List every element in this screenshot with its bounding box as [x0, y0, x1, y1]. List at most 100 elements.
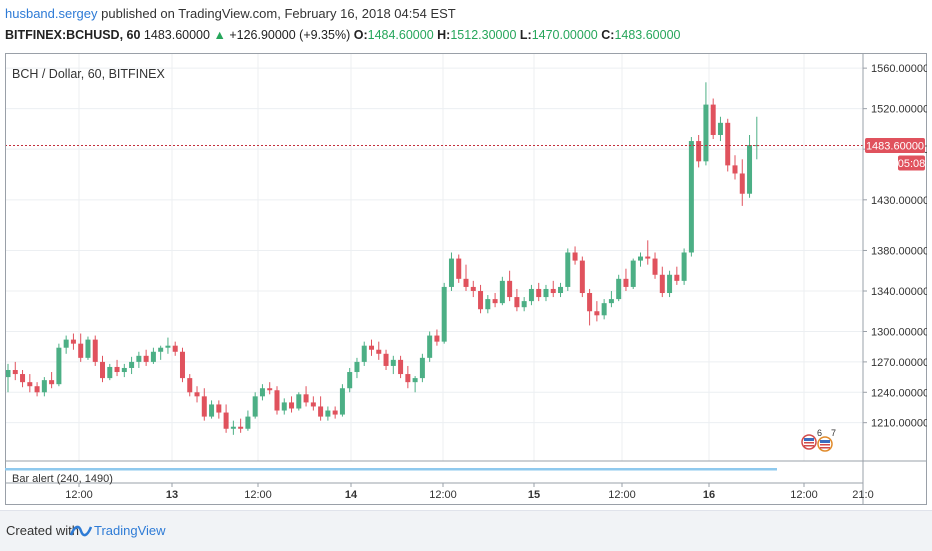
candle[interactable]: [754, 116, 760, 160]
candle[interactable]: [209, 400, 215, 419]
candle[interactable]: [230, 420, 236, 435]
candle[interactable]: [70, 333, 76, 350]
candle[interactable]: [652, 252, 658, 279]
candle[interactable]: [63, 335, 69, 354]
candlestick-chart[interactable]: 1560.000001520.000001480.000001430.00000…: [5, 53, 929, 505]
candle[interactable]: [739, 159, 745, 206]
candle[interactable]: [158, 345, 164, 360]
candle[interactable]: [492, 293, 498, 308]
candle[interactable]: [41, 377, 47, 397]
candle[interactable]: [383, 349, 389, 370]
candle[interactable]: [405, 365, 411, 389]
candle[interactable]: [681, 248, 687, 285]
candle[interactable]: [667, 270, 673, 298]
candle[interactable]: [252, 392, 258, 419]
candle[interactable]: [325, 406, 331, 421]
candle[interactable]: [194, 386, 200, 403]
candle[interactable]: [521, 297, 527, 312]
candle[interactable]: [441, 282, 447, 344]
candle[interactable]: [187, 374, 193, 397]
candle[interactable]: [645, 240, 651, 265]
candle[interactable]: [85, 336, 91, 360]
candle[interactable]: [201, 388, 207, 421]
candle[interactable]: [478, 284, 484, 314]
candle[interactable]: [398, 355, 404, 379]
tradingview-link[interactable]: TradingView: [94, 523, 166, 538]
candle[interactable]: [499, 276, 505, 306]
candle[interactable]: [339, 384, 345, 417]
candle[interactable]: [129, 356, 135, 375]
candle[interactable]: [703, 82, 709, 166]
candle[interactable]: [463, 264, 469, 291]
candle[interactable]: [456, 254, 462, 283]
candle[interactable]: [572, 246, 578, 265]
candle[interactable]: [114, 359, 120, 377]
candle[interactable]: [27, 374, 33, 393]
candle[interactable]: [543, 284, 549, 302]
candle[interactable]: [318, 396, 324, 421]
candle[interactable]: [361, 341, 367, 366]
candle[interactable]: [267, 382, 273, 395]
candle[interactable]: [485, 295, 491, 314]
candle[interactable]: [623, 268, 629, 291]
event-badge-us-2[interactable]: 7: [817, 428, 836, 452]
candle[interactable]: [470, 280, 476, 298]
candle[interactable]: [303, 386, 309, 407]
candle[interactable]: [245, 410, 251, 431]
candle[interactable]: [376, 341, 382, 360]
candle[interactable]: [528, 284, 534, 306]
candle[interactable]: [136, 351, 142, 368]
candle[interactable]: [121, 363, 127, 378]
candle[interactable]: [107, 363, 113, 381]
candle[interactable]: [390, 355, 396, 375]
candle[interactable]: [20, 370, 26, 388]
candle[interactable]: [354, 357, 360, 379]
author-link[interactable]: husband.sergey: [5, 6, 98, 21]
event-badge-us-1[interactable]: 6: [801, 428, 822, 450]
candle[interactable]: [608, 290, 614, 308]
candle[interactable]: [616, 274, 622, 302]
candle[interactable]: [434, 329, 440, 346]
candle[interactable]: [725, 118, 731, 172]
candle[interactable]: [165, 337, 171, 354]
chart-frame[interactable]: 1560.000001520.000001480.000001430.00000…: [5, 53, 929, 510]
candle[interactable]: [674, 266, 680, 285]
candle[interactable]: [696, 134, 702, 168]
candle[interactable]: [514, 288, 520, 312]
candle[interactable]: [179, 347, 185, 383]
candle[interactable]: [601, 299, 607, 320]
candle[interactable]: [34, 382, 40, 397]
candle[interactable]: [274, 386, 280, 415]
candle[interactable]: [289, 396, 295, 413]
candle[interactable]: [412, 376, 418, 393]
candle[interactable]: [143, 349, 149, 366]
candle[interactable]: [332, 406, 338, 419]
candle[interactable]: [78, 333, 84, 362]
candle[interactable]: [281, 398, 287, 415]
candle[interactable]: [448, 252, 454, 291]
candle[interactable]: [565, 248, 571, 291]
candle[interactable]: [100, 355, 106, 383]
candle[interactable]: [369, 339, 374, 356]
candle[interactable]: [717, 116, 723, 142]
candle[interactable]: [558, 282, 564, 298]
candle[interactable]: [223, 404, 229, 433]
candle[interactable]: [419, 353, 425, 383]
candle[interactable]: [587, 288, 593, 326]
candle[interactable]: [347, 367, 353, 393]
candle[interactable]: [659, 266, 665, 298]
candle[interactable]: [507, 270, 513, 302]
candle[interactable]: [56, 343, 62, 387]
candle[interactable]: [637, 252, 643, 267]
candle[interactable]: [12, 361, 18, 381]
candle[interactable]: [688, 137, 694, 257]
candle[interactable]: [310, 396, 316, 411]
candle[interactable]: [579, 256, 585, 298]
candle[interactable]: [5, 363, 11, 393]
candle[interactable]: [259, 384, 265, 401]
candle[interactable]: [732, 155, 738, 180]
candle[interactable]: [150, 347, 156, 364]
candle[interactable]: [536, 282, 542, 302]
candle[interactable]: [238, 418, 244, 433]
candle[interactable]: [630, 258, 636, 289]
